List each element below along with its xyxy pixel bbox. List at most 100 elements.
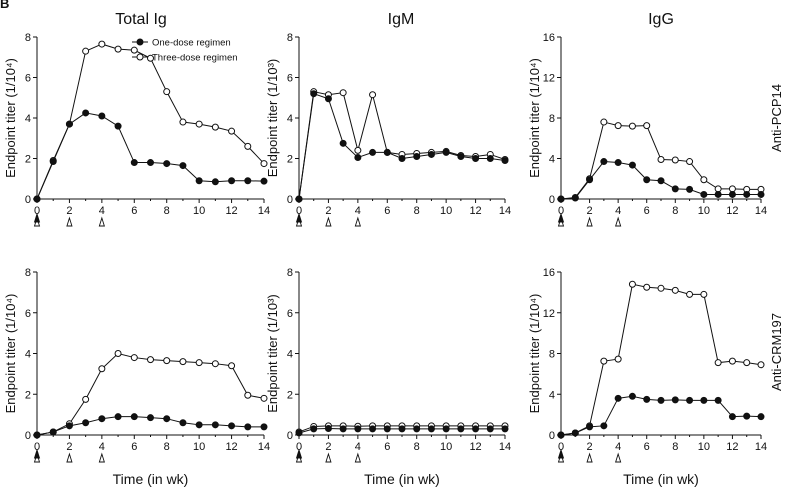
panel-1-1-xtick-label-1: 2: [325, 441, 331, 453]
panel-1-1-point-one-dose-10: [442, 425, 450, 433]
panel-0-0-point-one-dose-11: [211, 178, 219, 186]
panel-0-0-xtick-label-0: 0: [34, 205, 40, 217]
panel-0-2-ytick-label-4: 16: [543, 32, 555, 44]
panel-0-1-point-one-dose-1: [310, 90, 318, 98]
panel-1-0-point-three-dose-13: [244, 391, 252, 399]
panel-0-2-three-dose-marker-2: [615, 216, 622, 227]
panel-1-1-point-one-dose-0: [295, 429, 303, 437]
panel-0-1-series-line-three-dose: [298, 91, 506, 200]
panel-1-0-y-axis-label: Endpoint titer (1/10⁴): [3, 294, 18, 414]
panel-1-0-point-one-dose-1: [49, 428, 57, 436]
panel-1-0-ytick-label-0: 0: [25, 430, 31, 442]
panel-1-0-point-one-dose-4: [98, 415, 106, 423]
panel-1-1-xtick-label-0: 0: [296, 441, 302, 453]
panel-0-2-point-one-dose-5: [628, 161, 636, 169]
panel-0-0-point-three-dose-11: [211, 123, 219, 131]
panel-1-2-xtick-label-0: 0: [558, 441, 564, 453]
panel-0-0-point-one-dose-0: [33, 195, 41, 203]
panel-1-2-point-one-dose-0: [557, 431, 565, 439]
panel-1-1-point-one-dose-12: [472, 425, 480, 433]
panel-0-2-point-three-dose-6: [643, 122, 651, 130]
panel-1-0-point-one-dose-8: [163, 415, 171, 423]
panel-1-1-xtick-label-5: 10: [440, 441, 452, 453]
panel-0-0-point-three-dose-14: [260, 160, 268, 168]
panel-0-2-point-one-dose-8: [671, 185, 679, 193]
panel-0-2-three-dose-marker-1: [586, 216, 593, 227]
panel-1-0-point-one-dose-0: [33, 431, 41, 439]
panel-0-2-xtick-label-0: 0: [558, 205, 564, 217]
panel-1-1-point-one-dose-1: [310, 425, 318, 433]
panel-1-1-point-one-dose-5: [369, 425, 377, 433]
panel-1-2-one-dose-marker-0: [557, 448, 565, 459]
panel-1-0-point-one-dose-5: [114, 413, 122, 421]
panel-1-0-point-three-dose-5: [114, 350, 122, 357]
panel-0-1-ytick-label-2: 4: [287, 113, 293, 125]
panel-0-1-point-one-dose-0: [295, 195, 303, 203]
panel-1-2-point-one-dose-4: [614, 394, 622, 402]
panel-0-0-one-dose-marker-0: [33, 212, 41, 223]
panel-0-1-y-axis-label: Endpoint titer (1/10³): [265, 59, 280, 178]
column-title-2: IgG: [648, 11, 674, 28]
panel-1-2-xtick-label-7: 14: [755, 441, 767, 453]
panel-1-2-point-three-dose-4: [614, 355, 622, 363]
panel-1-0-point-three-dose-4: [98, 365, 106, 373]
panel-0-0-point-one-dose-7: [147, 159, 154, 167]
panel-0-2-point-one-dose-11: [714, 190, 722, 198]
panel-1-2-ytick-label-1: 4: [549, 389, 555, 401]
panel-0-0-point-one-dose-10: [195, 177, 203, 185]
panel-1-2-point-three-dose-8: [671, 286, 679, 294]
panel-0-2-ytick-label-0: 0: [549, 194, 555, 206]
panel-1-2-point-one-dose-2: [586, 423, 594, 431]
panel-1-0-xtick-label-2: 4: [99, 441, 105, 453]
panel-1-0-xtick-label-4: 8: [164, 441, 170, 453]
panel-1-0-xtick-label-5: 10: [193, 441, 205, 453]
panel-1-0-point-three-dose-14: [260, 394, 268, 402]
panel-1-0-point-one-dose-12: [228, 422, 236, 430]
panel-0-2-xtick-label-5: 10: [698, 205, 710, 217]
figure-panel-letter: B: [0, 0, 10, 11]
panel-0-0-xtick-label-4: 8: [164, 205, 170, 217]
panel-0-0-point-one-dose-6: [130, 159, 138, 167]
row-label-0: Anti-PCP14: [769, 84, 784, 152]
panel-0-2-point-one-dose-4: [614, 159, 622, 167]
panel-0-1-ytick-label-1: 2: [287, 154, 293, 166]
panel-1-0-x-axis-label: Time (in wk): [113, 471, 189, 487]
panel-0-2-point-one-dose-0: [557, 195, 565, 203]
panel-0-1-point-one-dose-6: [383, 148, 391, 156]
panel-0-2-point-three-dose-10: [700, 176, 708, 184]
panel-1-1-xtick-label-2: 4: [355, 441, 361, 453]
panel-1-0-xtick-label-1: 2: [66, 441, 72, 453]
panel-0-2-point-three-dose-4: [614, 122, 622, 130]
panel-1-1-point-one-dose-4: [354, 425, 362, 433]
panel-1-0-three-dose-marker-1: [66, 452, 73, 463]
panel-1-1-ytick-label-0: 0: [287, 430, 293, 442]
panel-1-1-point-one-dose-8: [413, 425, 421, 433]
panel-0-2-point-three-dose-7: [657, 156, 665, 164]
panel-0-0-ytick-label-3: 6: [25, 73, 31, 85]
panel-1-2-y-axis-label: Endpoint titer (1/10⁴): [527, 294, 542, 414]
panel-0-0-point-one-dose-2: [65, 120, 73, 128]
panel-1-1-ytick-label-1: 2: [287, 389, 293, 401]
panel-1-0-point-one-dose-14: [260, 423, 268, 431]
panel-0-2-point-one-dose-14: [757, 190, 765, 198]
panel-0-0-point-three-dose-12: [228, 127, 236, 135]
panel-1-2-point-one-dose-11: [714, 396, 722, 404]
panel-0-2-point-one-dose-3: [600, 158, 608, 166]
panel-0-2-point-one-dose-7: [657, 177, 665, 185]
panel-1-0-xtick-label-6: 12: [225, 441, 237, 453]
panel-1-1-three-dose-marker-1: [325, 452, 332, 463]
panel-0-0-y-axis-label: Endpoint titer (1/10⁴): [3, 58, 18, 178]
panel-1-2-xtick-label-4: 8: [672, 441, 678, 453]
panel-1-2-point-three-dose-3: [600, 357, 608, 365]
panel-0-1-three-dose-marker-2: [354, 216, 361, 227]
panel-0-0-point-one-dose-13: [244, 177, 252, 185]
panel-0-1-xtick-label-6: 12: [469, 205, 481, 217]
panel-0-2-xtick-label-7: 14: [755, 205, 767, 217]
panel-1-2-point-three-dose-7: [657, 284, 665, 292]
panel-0-1-xtick-label-7: 14: [499, 205, 511, 217]
panel-1-1-xtick-label-4: 8: [414, 441, 420, 453]
panel-0-0-point-one-dose-14: [260, 177, 268, 185]
panel-0-1-point-one-dose-7: [398, 155, 406, 162]
panel-1-0-point-one-dose-13: [244, 423, 252, 431]
